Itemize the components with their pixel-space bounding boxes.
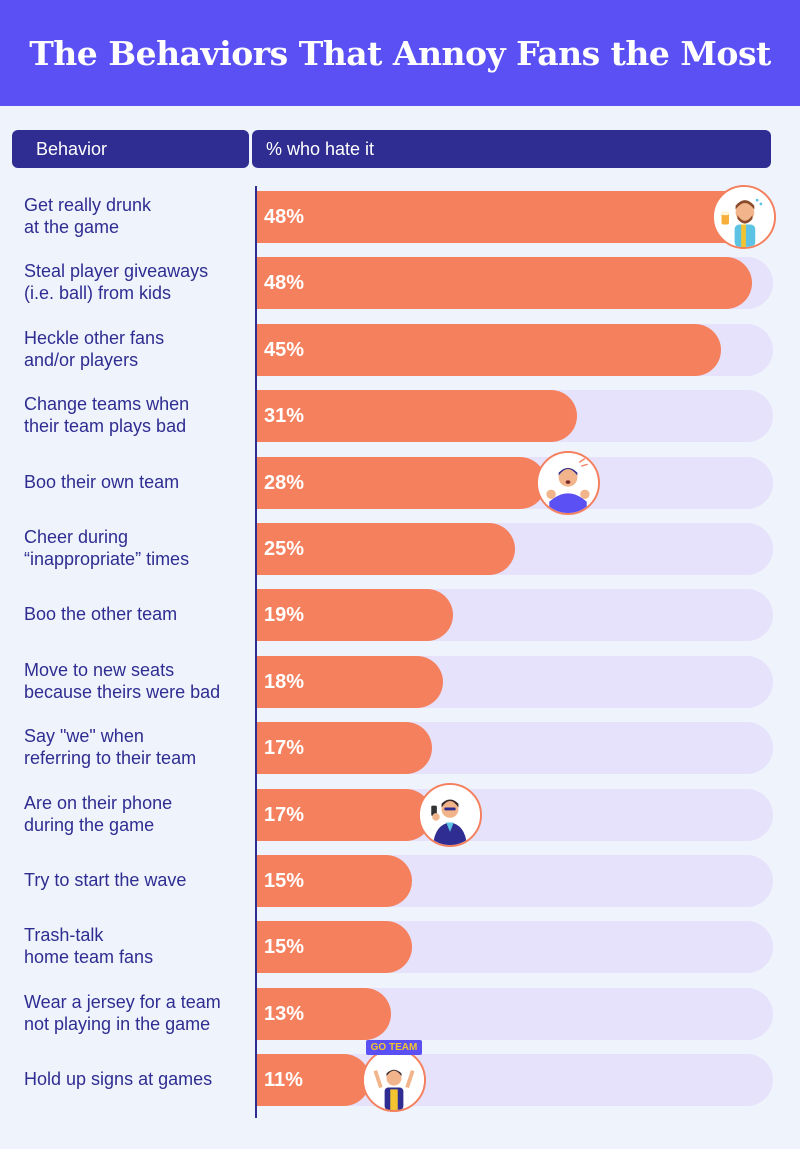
sign-holding-fan-icon — [362, 1048, 426, 1113]
value-label: 13% — [264, 1002, 305, 1025]
bar-5 — [257, 456, 546, 509]
category-label: Cheer during “inappropriate” times — [24, 527, 190, 569]
category-label: Hold up signs at games — [24, 1069, 213, 1090]
value-label: 48% — [264, 206, 305, 228]
phone-fan-icon — [418, 782, 482, 847]
category-label: Trash-talk home team fans — [24, 925, 154, 968]
value-label: 15% — [264, 936, 305, 959]
axis-line — [255, 186, 257, 1118]
category-label: Heckle other fans and/or players — [24, 327, 165, 370]
category-label: Say "we" when referring to their team — [24, 726, 197, 769]
category-label: Try to start the wave — [24, 870, 187, 890]
value-label: 19% — [264, 604, 305, 627]
behavior-column-header: Behavior — [12, 130, 249, 168]
value-label: 18% — [264, 670, 305, 693]
category-label: Get really drunk at the game — [24, 195, 152, 237]
value-label: 15% — [264, 870, 305, 892]
bar-14 — [257, 1054, 370, 1107]
category-label: Wear a jersey for a team not playing in … — [24, 991, 221, 1034]
bar-8 — [257, 655, 443, 708]
value-label: 31% — [264, 405, 305, 428]
drunk-fan-icon — [712, 185, 776, 249]
bar-9 — [257, 722, 432, 775]
booing-fan-icon — [536, 450, 600, 515]
bar-3 — [257, 323, 721, 376]
title-banner: The Behaviors That Annoy Fans the Most — [0, 0, 800, 106]
value-label: 17% — [264, 803, 305, 826]
category-label: Move to new seats because theirs were ba… — [24, 659, 221, 702]
value-label: 25% — [264, 538, 305, 560]
bar-7 — [257, 589, 453, 642]
value-label: 11% — [264, 1069, 303, 1092]
category-label: Boo their own team — [24, 471, 180, 492]
chart-title: The Behaviors That Annoy Fans the Most — [29, 33, 771, 73]
bar-12 — [257, 921, 412, 974]
bar-13 — [257, 987, 391, 1040]
fan-sign: GO TEAM — [366, 1040, 422, 1056]
bar-2 — [257, 257, 752, 310]
category-label: Boo the other team — [24, 604, 178, 625]
value-label: 45% — [264, 338, 305, 361]
category-label: Steal player giveaways (i.e. ball) from … — [24, 261, 209, 304]
category-label: Change teams when their team plays bad — [24, 394, 190, 437]
bar-1 — [257, 191, 752, 243]
value-label: 48% — [264, 272, 305, 295]
bar-10 — [257, 788, 432, 841]
value-label: 17% — [264, 737, 305, 760]
value-label: 28% — [264, 471, 305, 494]
bar-4 — [257, 390, 577, 443]
bar-6 — [257, 523, 515, 575]
percent-column-header: % who hate it — [252, 130, 771, 168]
category-label: Are on their phone during the game — [24, 792, 173, 835]
bar-11 — [257, 855, 412, 907]
